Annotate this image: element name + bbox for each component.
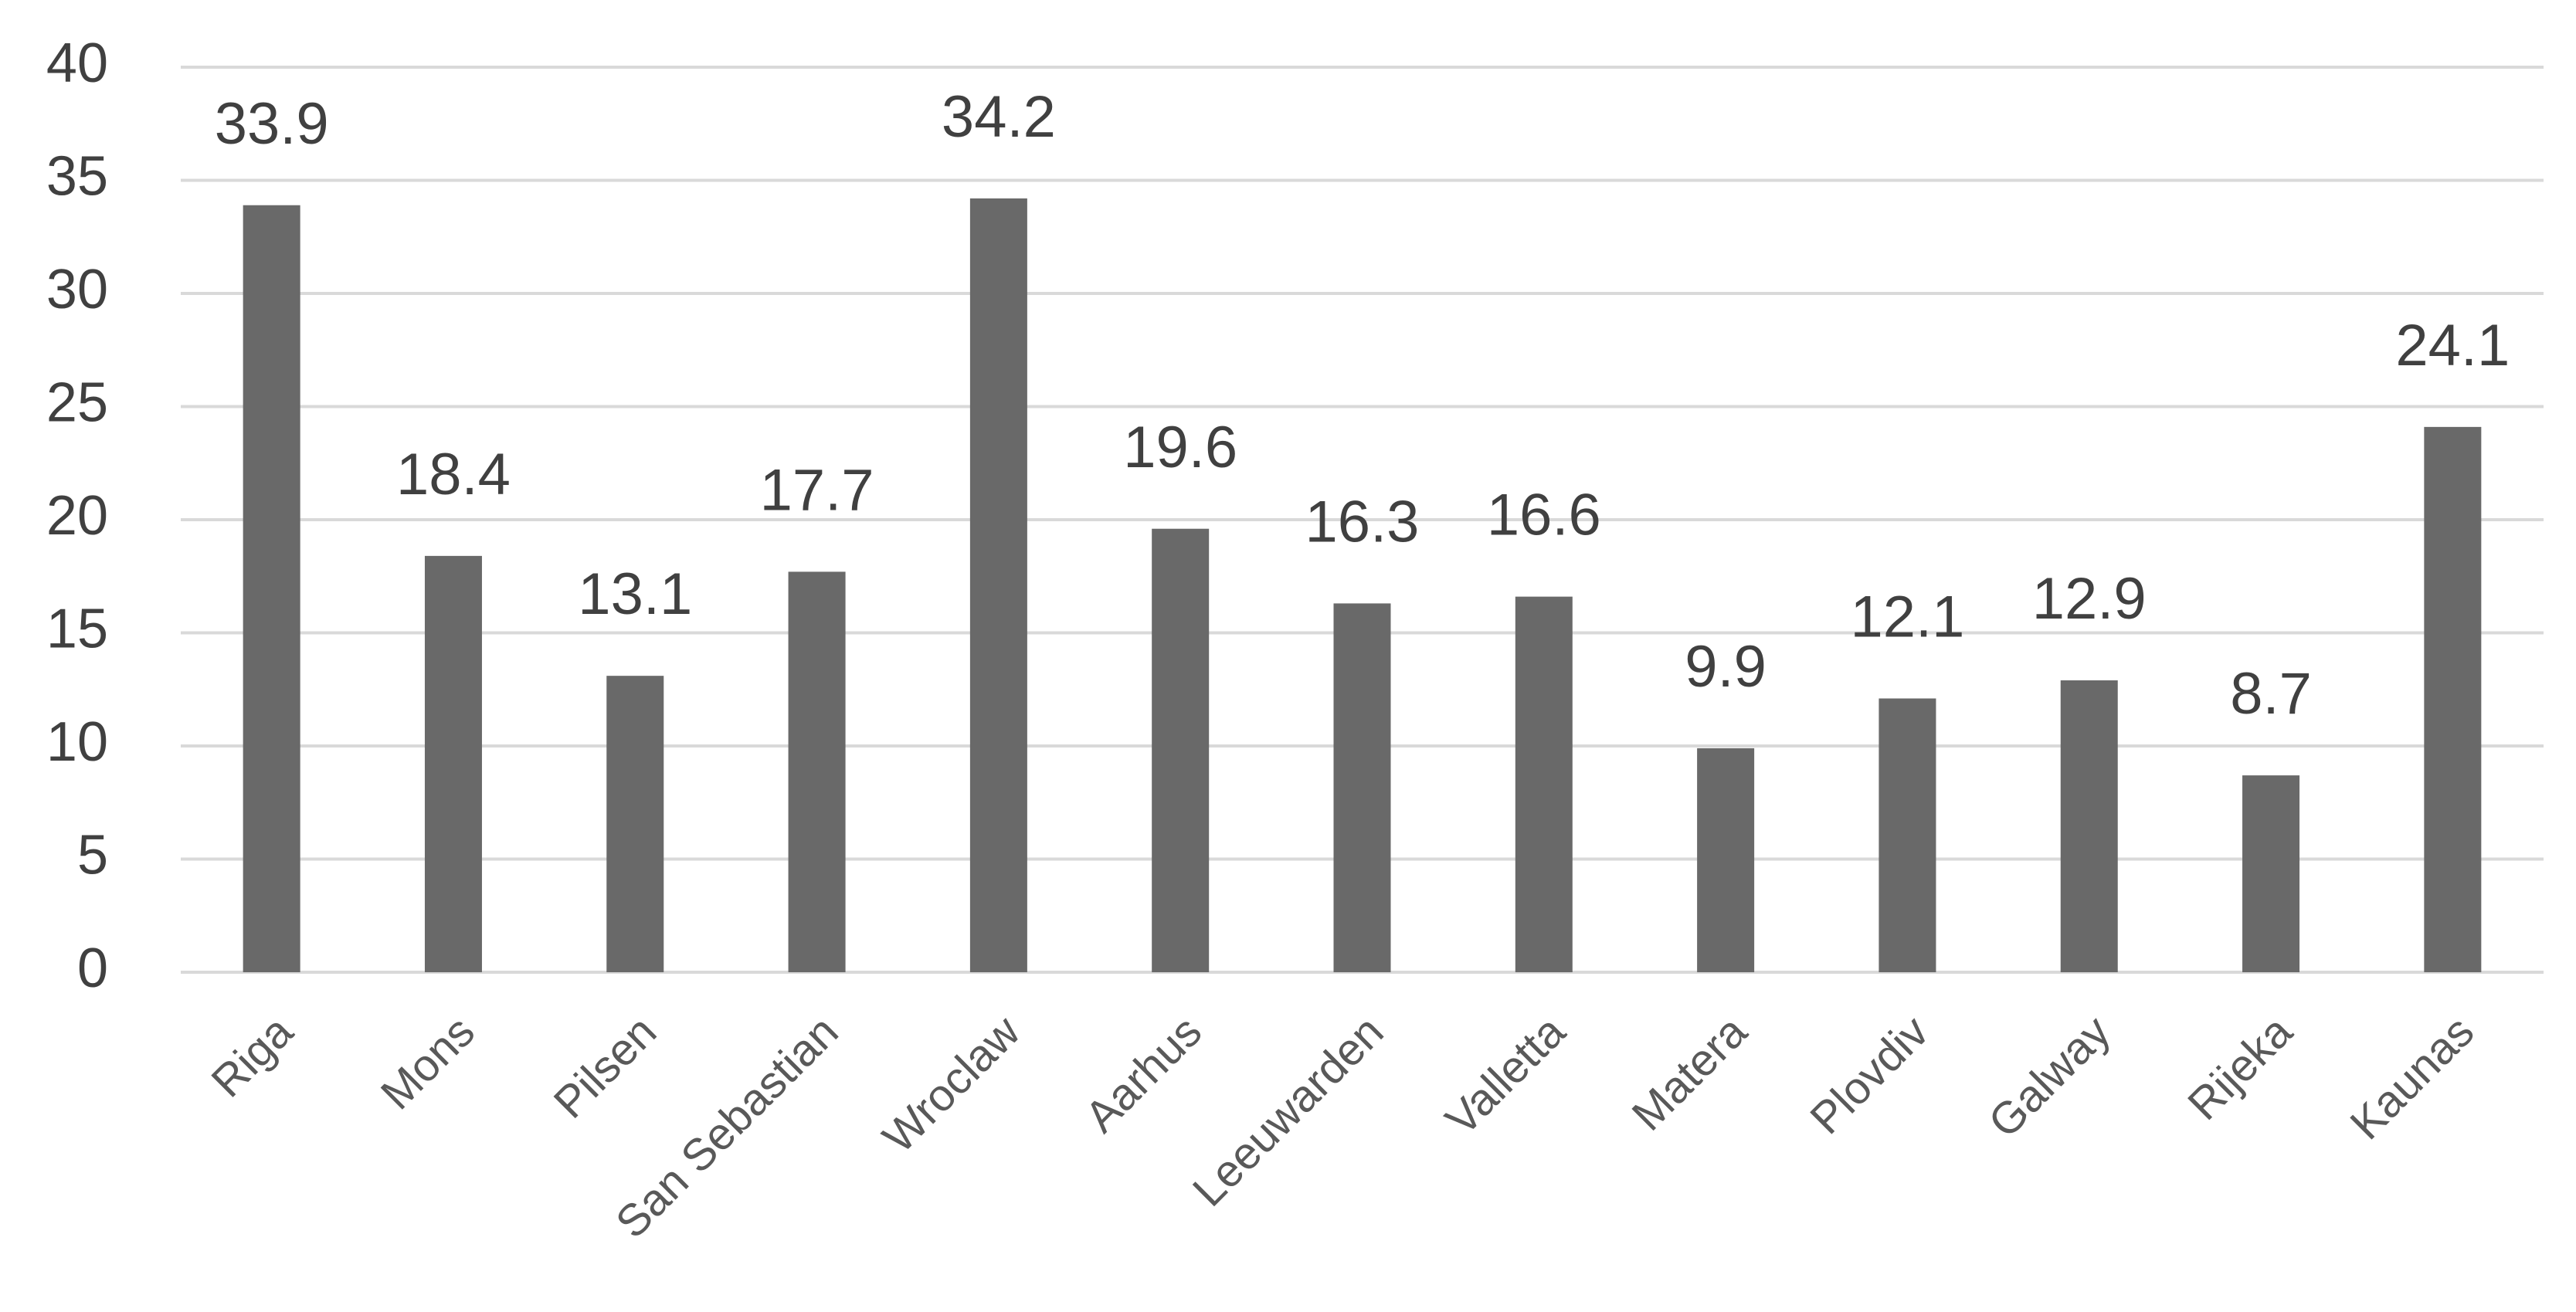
bar [1333,603,1391,972]
x-tick-label: Pilsen [545,1006,667,1128]
y-tick-label: 30 [46,259,108,320]
y-tick-label: 35 [46,146,108,208]
data-label: 12.1 [1850,585,1964,650]
data-label: 16.6 [1487,483,1601,548]
x-tick-label: Riga [202,1006,303,1107]
y-tick-label: 40 [46,32,108,94]
data-label: 18.4 [396,442,511,507]
bar [2242,775,2300,972]
bar [1697,748,1755,972]
x-tick-label: Kaunas [2340,1006,2483,1149]
bar [2060,680,2118,972]
x-tick-label: Leeuwarden [1183,1006,1393,1216]
data-label: 13.1 [578,561,692,627]
x-tick-label: Galway [1979,1006,2120,1148]
y-tick-label: 0 [77,937,108,999]
x-tick-label: Aarhus [1075,1006,1211,1142]
bar [969,198,1027,972]
x-tick-label: Matera [1623,1006,1757,1141]
data-label: 24.1 [2395,313,2510,378]
bar [424,555,482,972]
y-tick-label: 25 [46,372,108,434]
x-tick-label: Wroclaw [873,1005,1030,1162]
data-label: 34.2 [942,84,1056,150]
bar [1515,596,1573,972]
x-tick-label: Plovdiv [1800,1006,1938,1144]
data-label: 33.9 [215,91,329,157]
data-label: 16.3 [1305,489,1420,554]
bar [788,571,846,972]
bar [606,676,664,972]
bar [243,205,300,973]
y-tick-label: 10 [46,711,108,773]
y-tick-label: 5 [77,825,108,887]
data-label: 8.7 [2230,661,2312,727]
bar [2424,426,2482,972]
y-tick-label: 20 [46,485,108,547]
data-label: 12.9 [2032,566,2147,632]
data-label: 9.9 [1685,634,1767,700]
bar [1879,698,1936,972]
y-tick-label: 15 [46,598,108,660]
x-tick-label: Mons [372,1006,484,1119]
x-tick-label: Rijeka [2178,1006,2302,1130]
data-label: 19.6 [1123,415,1237,480]
bar [1152,528,1210,972]
data-label: 17.7 [760,457,874,523]
x-tick-label: Valletta [1436,1006,1575,1145]
